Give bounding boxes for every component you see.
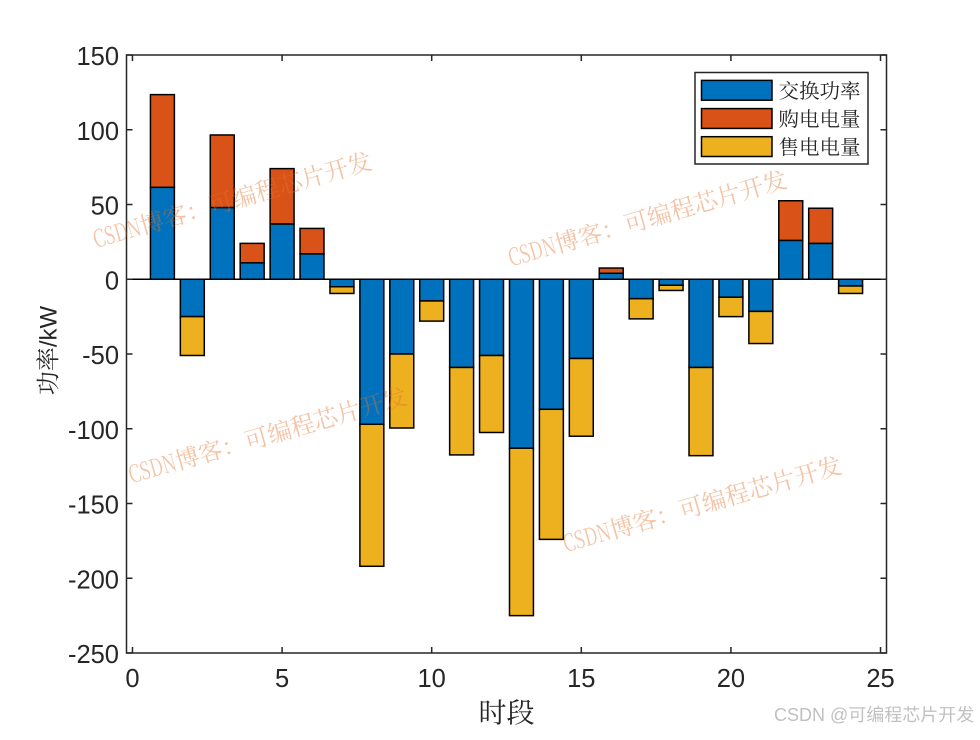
- svg-text:10: 10: [418, 665, 446, 693]
- svg-text:-50: -50: [82, 342, 119, 370]
- svg-text:100: 100: [76, 118, 119, 146]
- svg-text:-100: -100: [68, 417, 119, 445]
- svg-text:-150: -150: [68, 492, 119, 520]
- svg-text:15: 15: [567, 665, 595, 693]
- svg-text:150: 150: [76, 43, 119, 71]
- svg-text:-250: -250: [68, 641, 119, 669]
- svg-text:50: 50: [91, 193, 119, 221]
- svg-text:0: 0: [105, 267, 119, 295]
- svg-text:-200: -200: [68, 566, 119, 594]
- svg-text:5: 5: [275, 665, 289, 693]
- svg-text:CSDN @: CSDN @: [774, 705, 848, 725]
- svg-text:20: 20: [717, 665, 745, 693]
- svg-text:0: 0: [125, 665, 139, 693]
- svg-text:25: 25: [866, 665, 894, 693]
